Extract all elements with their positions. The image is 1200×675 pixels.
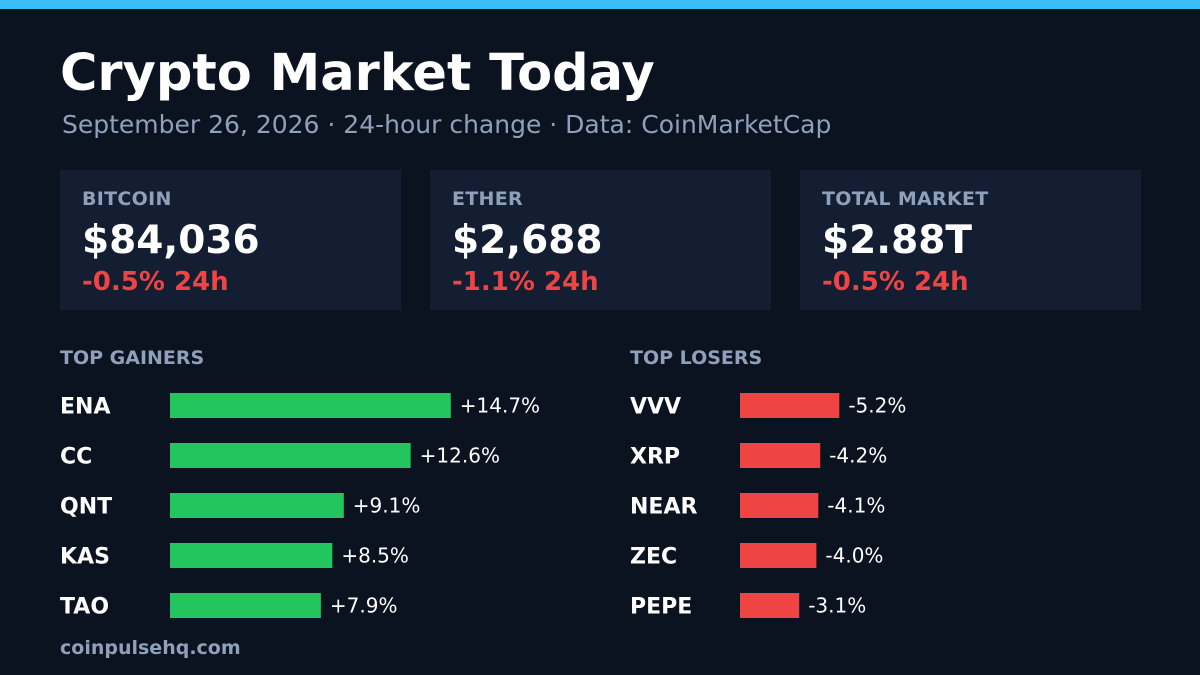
loser-bar — [740, 393, 840, 418]
gainers-title: TOP GAINERS — [60, 347, 205, 369]
loser-bar — [740, 493, 819, 518]
gainer-value-label: +14.7% — [460, 394, 540, 418]
card-value: $84,036 — [82, 218, 260, 263]
loser-symbol: NEAR — [630, 495, 697, 520]
loser-value-label: -4.1% — [827, 494, 885, 518]
loser-value-label: -3.1% — [808, 594, 866, 618]
card-ether: ETHER $2,688 -1.1% 24h — [430, 170, 771, 310]
gainer-symbol: QNT — [60, 495, 112, 520]
card-change: -0.5% 24h — [822, 267, 969, 297]
card-change: -0.5% 24h — [82, 267, 229, 297]
card-label: TOTAL MARKET — [822, 188, 989, 210]
gainer-bar — [170, 443, 411, 468]
gainer-value-label: +8.5% — [341, 544, 409, 568]
gainer-symbol: CC — [60, 445, 92, 470]
gainer-bar — [170, 543, 333, 568]
loser-symbol: PEPE — [630, 595, 692, 620]
accent-bar — [0, 0, 1200, 9]
loser-symbol: VVV — [630, 395, 681, 420]
gainer-symbol: ENA — [60, 395, 110, 420]
gainer-value-label: +7.9% — [330, 594, 398, 618]
gainer-bar — [170, 493, 344, 518]
loser-bar — [740, 443, 821, 468]
loser-value-label: -4.0% — [825, 544, 883, 568]
loser-symbol: XRP — [630, 445, 680, 470]
gainer-bar — [170, 393, 451, 418]
footer-site: coinpulsehq.com — [60, 637, 241, 659]
losers-title: TOP LOSERS — [630, 347, 763, 369]
card-bitcoin: BITCOIN $84,036 -0.5% 24h — [60, 170, 401, 310]
loser-symbol: ZEC — [630, 545, 677, 570]
loser-value-label: -5.2% — [848, 394, 906, 418]
card-value: $2,688 — [452, 218, 603, 263]
gainer-symbol: TAO — [60, 595, 109, 620]
loser-value-label: -4.2% — [829, 444, 887, 468]
page-subtitle: September 26, 2026 · 24-hour change · Da… — [62, 110, 832, 139]
page-title: Crypto Market Today — [60, 44, 655, 103]
loser-bar — [740, 593, 800, 618]
card-label: BITCOIN — [82, 188, 172, 210]
card-value: $2.88T — [822, 218, 972, 263]
loser-bar — [740, 543, 817, 568]
gainer-value-label: +9.1% — [353, 494, 421, 518]
gainer-value-label: +12.6% — [420, 444, 500, 468]
gainer-symbol: KAS — [60, 545, 110, 570]
card-total-market: TOTAL MARKET $2.88T -0.5% 24h — [800, 170, 1141, 310]
card-label: ETHER — [452, 188, 523, 210]
card-change: -1.1% 24h — [452, 267, 599, 297]
gainer-bar — [170, 593, 321, 618]
